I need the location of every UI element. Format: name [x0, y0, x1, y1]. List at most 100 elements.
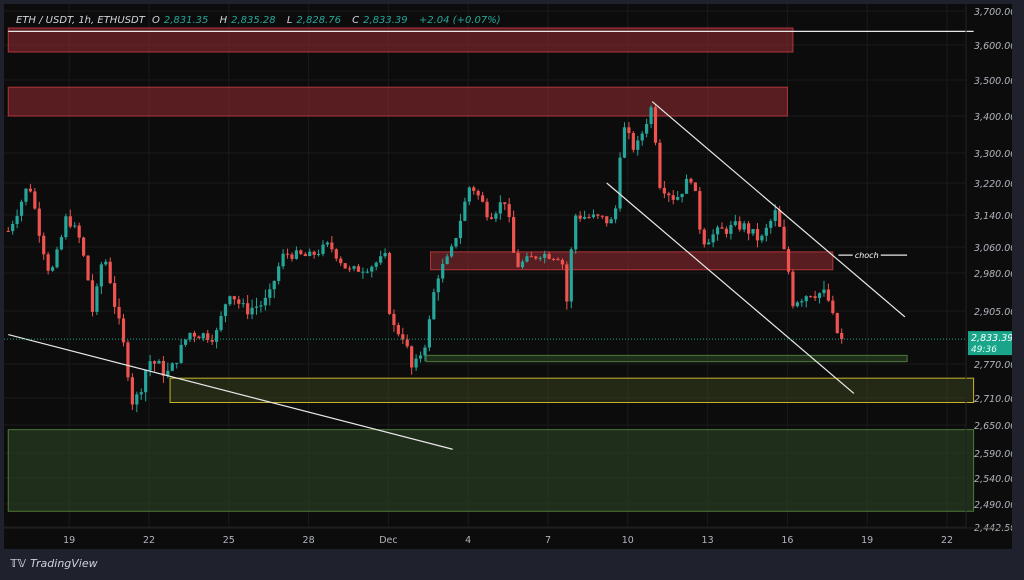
candle-body	[565, 264, 569, 302]
candle-body	[516, 252, 520, 268]
price-tick-label: 2,540.00	[974, 474, 1012, 485]
candle-body	[476, 190, 480, 196]
candle-body	[733, 221, 737, 226]
candle-body	[352, 266, 356, 269]
candle-body	[698, 191, 702, 230]
candle-body	[126, 342, 130, 378]
candle-body	[551, 258, 556, 260]
candle-body	[751, 229, 755, 234]
candle-body	[379, 256, 383, 263]
candle-body	[600, 215, 604, 217]
candle-body	[148, 361, 152, 371]
candle-body	[303, 253, 307, 257]
open-value: 2,831.35	[163, 15, 209, 26]
candle-body	[281, 253, 285, 267]
candle-body	[778, 210, 782, 227]
candle-body	[206, 333, 210, 340]
candle-body	[591, 214, 596, 218]
candle-body	[582, 216, 587, 219]
candle-body	[724, 228, 729, 234]
candle-body	[569, 249, 573, 302]
candle-body	[50, 267, 55, 271]
candle-body	[86, 255, 90, 281]
candle-body	[835, 313, 839, 333]
candle-body	[197, 336, 201, 339]
candle-body	[755, 229, 760, 241]
candle-body	[59, 237, 64, 250]
ohlc-open: O 2,831.35	[152, 15, 212, 26]
candle-body	[538, 257, 542, 259]
symbol-label: ETH / USDT, 1h, ETHUSDT	[16, 15, 145, 26]
high-value: 2,835.28	[231, 15, 276, 26]
supply-zone	[7, 86, 788, 117]
candle-body	[370, 266, 374, 272]
candle-body	[223, 304, 228, 316]
time-tick-label: 28	[303, 535, 315, 546]
candle-body	[667, 193, 671, 196]
candle-body	[489, 217, 494, 219]
candle-body	[6, 231, 10, 232]
candle-body	[361, 271, 365, 273]
candle-body	[720, 227, 724, 229]
candle-body	[161, 360, 166, 376]
supply-zone	[430, 251, 834, 271]
high-label: H	[219, 15, 228, 26]
close-label: C	[352, 15, 360, 26]
candle-body	[596, 214, 600, 216]
candle-body	[529, 256, 533, 258]
tradingview-logo[interactable]: 𝕋𝕍 TradingView	[10, 557, 98, 570]
candlestick-chart[interactable]: choch 3,700.00 3,600.00 3,500.00 3,400.00 3,3…	[4, 4, 1012, 549]
price-tick-label: 2,590.00	[974, 449, 1012, 460]
candle-body	[684, 178, 689, 194]
time-tick-label: 13	[702, 535, 714, 546]
candle-body	[410, 346, 414, 368]
candle-body	[42, 235, 46, 255]
candle-body	[11, 223, 15, 232]
price-tick-label: 3,700.00	[974, 7, 1012, 18]
candle-body	[246, 303, 250, 315]
candle-body	[414, 358, 418, 368]
candle-body	[68, 216, 72, 227]
candle-body	[374, 262, 378, 267]
time-tick-label: 25	[223, 535, 235, 546]
candle-body	[472, 187, 476, 191]
candle-body	[228, 296, 232, 305]
candle-body	[285, 253, 290, 255]
candle-body	[135, 394, 139, 405]
candle-body	[19, 201, 24, 216]
chart-panel[interactable]: choch 3,700.00 3,600.00 3,500.00 3,400.00 3,3…	[4, 4, 1012, 549]
candle-body	[507, 204, 511, 218]
candle-body	[840, 332, 844, 340]
candle-body	[365, 271, 369, 273]
candle-body	[481, 195, 485, 202]
candle-body	[813, 296, 817, 298]
candle-body	[325, 242, 330, 245]
candle-body	[831, 300, 835, 314]
candle-body	[334, 249, 338, 259]
candle-body	[387, 253, 392, 314]
price-tick-label: 2,770.00	[974, 360, 1012, 371]
price-tick-label: 3,500.00	[974, 76, 1012, 87]
time-tick-label: 22	[941, 535, 953, 546]
candle-body	[614, 208, 618, 220]
candle-body	[175, 362, 179, 364]
candle-body	[312, 251, 316, 255]
candle-body	[649, 107, 653, 124]
candle-body	[418, 355, 423, 359]
candle-body	[188, 332, 192, 340]
time-tick-label: 10	[622, 535, 634, 546]
candle-body	[702, 229, 706, 245]
candle-body	[534, 256, 538, 259]
candle-body	[183, 339, 188, 345]
candle-body	[152, 361, 157, 364]
countdown-label: 49:36	[971, 345, 997, 355]
low-value: 2,828.76	[296, 15, 341, 26]
candle-body	[760, 235, 764, 241]
symbol-legend: ETH / USDT, 1h, ETHUSDT O 2,831.35 H 2,835…	[16, 15, 505, 26]
candle-body	[636, 140, 640, 150]
candle-body	[383, 253, 387, 257]
price-tick-label: 2,650.00	[974, 421, 1012, 432]
candle-body	[498, 202, 502, 214]
candle-body	[427, 319, 432, 348]
time-tick-label: 19	[861, 535, 873, 546]
